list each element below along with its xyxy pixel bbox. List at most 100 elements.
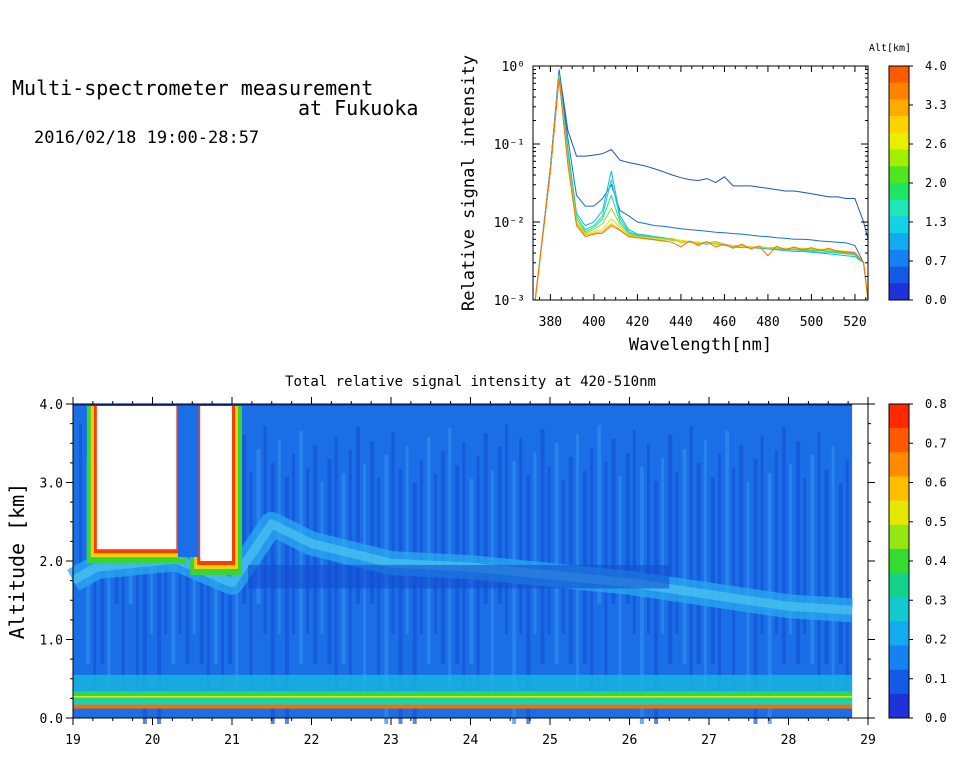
altitude-colorbar-swatch [889,82,909,100]
heatmap-x-tick-label: 26 [622,733,638,748]
heatmap-texture [632,430,636,634]
spectrum-x-axis-label: Wavelength[nm] [629,335,772,355]
heatmap-x-tick-label: 23 [383,733,399,748]
heatmap-texture [654,481,659,724]
heatmap-texture [703,440,707,694]
altitude-colorbar-tick-label: 0.7 [925,254,947,268]
heatmap-x-tick-label: 27 [701,733,717,748]
boundary-band-cyan [73,674,853,693]
intensity-colorbar-swatch [889,404,909,429]
heatmap-texture [796,441,801,664]
intensity-colorbar-swatch [889,669,909,695]
heatmap-texture [668,435,673,664]
heatmap-texture [79,424,82,574]
altitude-colorbar-tick-label: 2.0 [925,176,947,190]
spectrum-series-line [534,78,868,300]
heatmap-texture [142,457,147,724]
heatmap-texture [526,475,531,724]
heatmap-texture [838,483,843,664]
heatmap-texture [746,482,750,694]
heatmap-texture [739,445,744,604]
altitude-colorbar-label: Alt[km] [869,43,911,54]
spectrum-x-tick-label: 420 [626,315,649,330]
heatmap-y-tick-label: 2.0 [40,555,63,570]
heatmap-texture [831,446,835,694]
heatmap-texture [661,458,665,634]
boundary-band-orange [73,704,853,709]
heatmap-x-tick-label: 28 [781,733,797,748]
spectrum-series-line [534,76,868,300]
heatmap-texture [760,436,764,634]
heatmap-texture [710,477,715,664]
heatmap-texture [135,480,139,694]
heatmap-texture [412,483,417,724]
heatmap-texture [725,431,730,604]
intensity-colorbar-swatch [889,693,909,719]
altitude-colorbar-swatch [889,166,909,184]
spectrum-x-tick-label: 460 [713,315,736,330]
boundary-band-yellow [73,696,853,698]
spectrum-series-line [534,77,868,300]
heatmap-x-tick-label: 29 [860,733,876,748]
altitude-colorbar-swatch [889,116,909,134]
heatmap-texture [242,435,247,604]
spectrum-x-tick-label: 440 [669,315,692,330]
heatmap-texture [647,444,650,634]
heatmap-texture [696,463,701,664]
heatmap-texture [718,454,721,694]
intensity-colorbar-swatch [889,500,909,526]
heatmap-texture [483,433,488,604]
intensity-colorbar-swatch [889,621,909,647]
heatmap-texture [732,468,736,694]
heatmap-texture [817,432,821,694]
altitude-colorbar-swatch [889,99,909,117]
heatmap-y-tick-label: 4.0 [40,398,63,413]
boundary-band-teal [73,699,853,706]
heatmap-texture [405,446,409,634]
spectrum-x-tick-label: 500 [800,315,823,330]
intensity-colorbar-swatch [889,548,909,574]
altitude-colorbar-swatch [889,233,909,251]
spectrum-series-line [534,73,868,300]
heatmap-title: Total relative signal intensity at 420-5… [285,374,656,390]
heatmap-texture [547,466,551,634]
heatmap-x-tick-label: 21 [224,733,240,748]
heatmap-texture [689,426,693,694]
heatmap-texture [121,466,125,694]
heatmap-texture [284,477,289,724]
heatmap-gap [177,404,199,558]
spectrum-y-tick-label: 10⁻³ [494,294,525,309]
altitude-colorbar-swatch [889,249,909,268]
intensity-colorbar-swatch [889,573,909,598]
spectrum-y-axis-label: Relative signal intensity [459,55,479,311]
heatmap-dark-layer [247,564,670,589]
altitude-colorbar-swatch [889,183,909,201]
heatmap-texture [682,449,687,664]
heatmap-x-tick-label: 24 [463,733,479,748]
heatmap-x-tick-label: 22 [304,733,320,748]
heatmap-texture [675,472,679,634]
heatmap-x-tick-label: 25 [542,733,558,748]
intensity-colorbar-tick-label: 0.5 [925,515,947,529]
saturated-region [96,406,177,550]
intensity-colorbar-swatch [889,597,909,622]
heatmap-texture [845,460,849,694]
intensity-colorbar-swatch [889,428,909,453]
chart-title-line2: at Fukuoka [298,96,419,120]
spectrum-y-tick-label: 10⁻² [494,216,525,231]
heatmap-y-tick-label: 3.0 [40,477,63,492]
altitude-colorbar-swatch [889,149,909,167]
heatmap-x-tick-label: 20 [145,733,161,748]
heatmap-texture [803,478,807,634]
intensity-colorbar-tick-label: 0.0 [925,711,947,725]
heatmap-texture [789,464,792,634]
spectrum-series-line [534,74,868,300]
altitude-colorbar-swatch [889,266,909,284]
intensity-colorbar-tick-label: 0.8 [925,397,947,411]
intensity-colorbar-swatch [889,524,909,550]
intensity-colorbar-tick-label: 0.3 [925,593,947,607]
heatmap-texture [611,439,616,604]
heatmap-texture [781,427,786,664]
heatmap-x-tick-label: 19 [65,733,81,748]
